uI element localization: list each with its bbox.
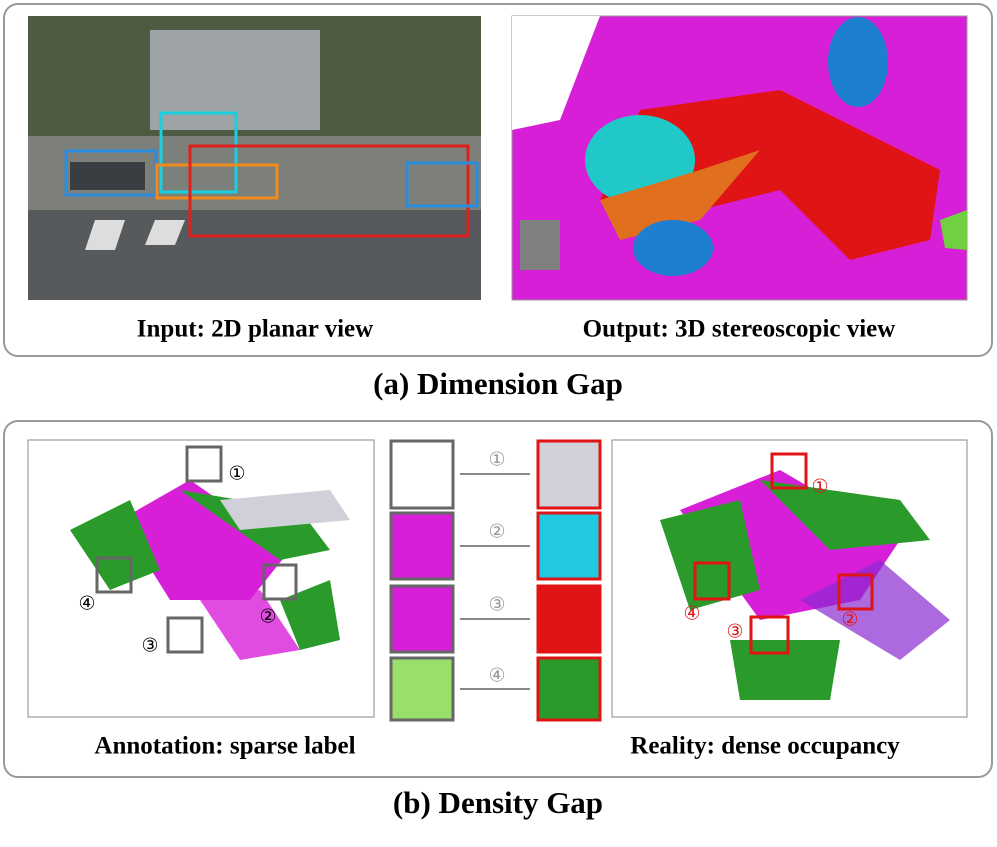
dense-voxels <box>611 439 968 718</box>
caption: Input: 2D planar view <box>137 316 373 343</box>
markers: ① ② ③ ④ ① ② ③ ④ ① ② ③ ④ <box>78 449 858 687</box>
sparse-voxels <box>27 439 375 718</box>
marker: ④ <box>683 603 700 625</box>
marker: ② <box>259 606 276 628</box>
caption: Reality: dense occupancy <box>630 733 900 760</box>
marker: ③ <box>141 635 158 657</box>
voxel-render <box>511 15 968 301</box>
caption: Annotation: sparse label <box>94 733 355 760</box>
marker: ① <box>488 449 505 471</box>
marker: ④ <box>488 665 505 687</box>
marker: ① <box>811 476 828 498</box>
marker: ② <box>841 609 858 631</box>
panel-title: (b) Density Gap <box>393 785 603 820</box>
marker: ④ <box>78 593 95 615</box>
caption: Output: 3D stereoscopic view <box>583 316 896 343</box>
marker: ① <box>228 463 245 485</box>
panel-frame <box>3 3 993 357</box>
marker: ③ <box>726 621 743 643</box>
marker: ② <box>488 521 505 543</box>
marker: ③ <box>488 594 505 616</box>
zoom-tiles <box>389 439 602 722</box>
panel-frame <box>3 420 993 778</box>
panel-title: (a) Dimension Gap <box>373 366 623 401</box>
street-photo <box>28 16 481 300</box>
